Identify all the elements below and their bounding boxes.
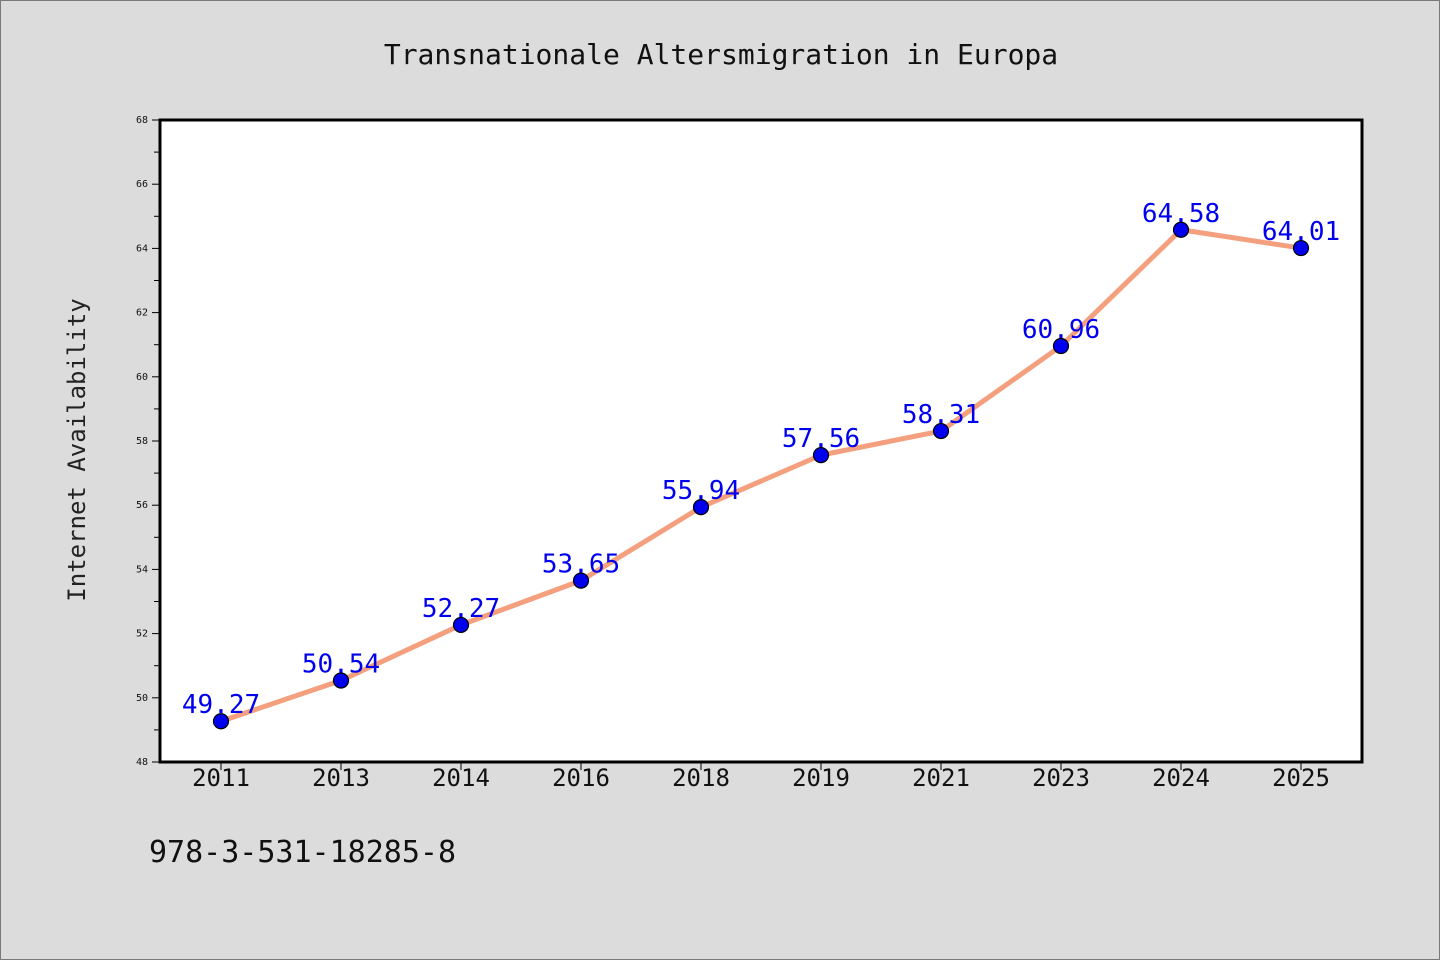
x-tick-label: 2024 — [1152, 764, 1210, 792]
data-point — [212, 713, 230, 730]
footnote-isbn: 978-3-531-18285-8 — [149, 835, 457, 870]
y-axis-ticks: 48 50 52 54 56 58 60 62 64 66 68 — [136, 115, 160, 768]
x-tick-label: 2013 — [312, 764, 370, 792]
y-tick-label: 68 — [136, 115, 148, 126]
y-tick-label: 58 — [136, 436, 148, 447]
x-tick-label: 2011 — [192, 764, 250, 792]
plot-area — [158, 118, 1364, 764]
y-tick-label: 50 — [136, 693, 148, 704]
x-tick-label: 2018 — [672, 764, 730, 792]
x-tick-label: 2019 — [792, 764, 850, 792]
y-tick-label: 62 — [136, 308, 148, 319]
x-tick-label: 2021 — [912, 764, 970, 792]
y-tick-label: 52 — [136, 629, 148, 640]
x-tick-label: 2023 — [1032, 764, 1090, 792]
series-layer: 49.2750.5452.2753.6555.9457.5658.3160.96… — [182, 199, 1340, 730]
y-tick-label: 48 — [136, 757, 148, 768]
data-point — [332, 672, 350, 689]
y-tick-label: 56 — [136, 500, 148, 511]
x-tick-label: 2014 — [432, 764, 490, 792]
y-tick-label: 60 — [136, 372, 148, 383]
data-point — [572, 572, 590, 589]
y-tick-label: 64 — [136, 243, 148, 254]
y-tick-label: 66 — [136, 179, 148, 190]
x-axis-ticks: 2011 2013 2014 2016 2018 2019 2021 2023 2024 2025 — [192, 762, 1330, 792]
y-tick-label: 54 — [136, 564, 148, 575]
y-axis-label: Internet Availability — [63, 298, 91, 601]
data-point — [1052, 337, 1070, 355]
data-point — [932, 422, 950, 440]
data-point — [692, 499, 710, 516]
data-point — [452, 616, 470, 634]
data-point — [1172, 221, 1190, 238]
x-tick-label: 2016 — [552, 764, 610, 792]
series-line — [218, 227, 1304, 724]
data-point — [1292, 239, 1310, 257]
data-point — [812, 447, 830, 464]
x-tick-label: 2025 — [1272, 764, 1330, 792]
chart-title: Transnationale Altersmigration in Europa — [384, 38, 1058, 71]
